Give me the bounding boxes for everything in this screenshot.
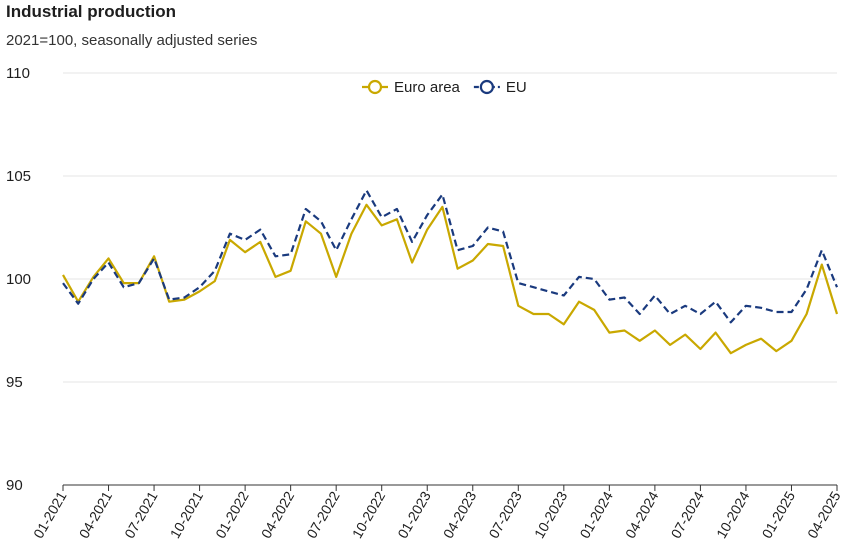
x-tick-label: 04-2021 <box>76 488 116 541</box>
x-tick-label: 01-2021 <box>30 488 70 541</box>
x-tick-label: 04-2025 <box>804 488 844 541</box>
series-layer <box>62 189 839 355</box>
x-tick-label: 07-2022 <box>303 488 343 541</box>
x-tick-label: 10-2024 <box>713 488 753 541</box>
legend: Euro area EU <box>362 79 527 96</box>
x-tick-label: 07-2023 <box>485 488 525 541</box>
grid-lines <box>63 72 837 383</box>
legend-marker-icon <box>479 79 494 95</box>
series-line-euro-area <box>62 203 839 355</box>
x-tick-label: 04-2022 <box>258 488 298 541</box>
chart-title: Industrial production <box>6 2 176 21</box>
x-tick-label: 04-2024 <box>622 488 662 541</box>
series-line-eu <box>62 189 839 324</box>
x-tick-label: 04-2023 <box>440 488 480 541</box>
legend-item-euro-area[interactable]: Euro area <box>362 79 461 96</box>
legend-marker-icon <box>367 79 383 95</box>
chart-subtitle: 2021=100, seasonally adjusted series <box>6 32 258 49</box>
x-tick-label: 10-2022 <box>349 488 389 541</box>
y-tick-label: 90 <box>6 477 23 494</box>
x-tick-label: 01-2024 <box>576 488 616 541</box>
legend-label: EU <box>506 79 527 96</box>
x-tick-label: 01-2025 <box>759 488 799 541</box>
legend-item-eu[interactable]: EU <box>473 79 527 96</box>
y-tick-label: 110 <box>6 65 30 82</box>
x-tick-label: 01-2022 <box>212 488 252 541</box>
x-tick-label: 10-2023 <box>531 488 571 541</box>
x-tick-label: 07-2024 <box>667 488 707 541</box>
legend-label: Euro area <box>394 79 461 96</box>
x-tick-label: 10-2021 <box>167 488 207 541</box>
x-tick-label: 01-2023 <box>394 488 434 541</box>
y-tick-label: 95 <box>6 374 23 391</box>
y-tick-label: 100 <box>6 271 31 288</box>
x-tick-label: 07-2021 <box>121 488 161 541</box>
y-tick-label: 105 <box>6 168 31 185</box>
